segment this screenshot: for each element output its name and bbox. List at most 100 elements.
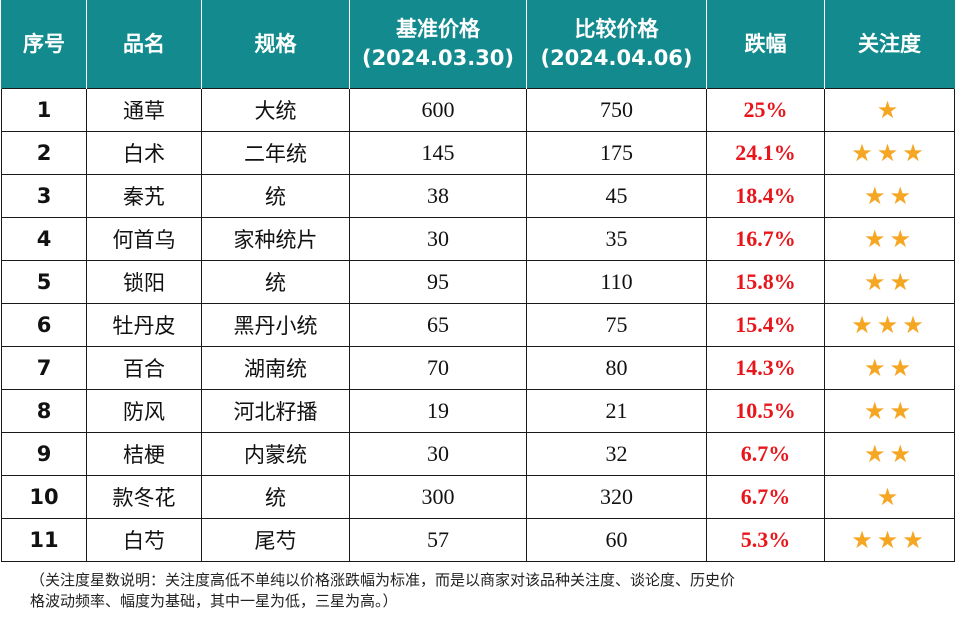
cell-drop: 5.3% [706,518,825,562]
cell-no: 6 [1,303,87,347]
header-attention: 关注度 [824,0,955,89]
table-row: 7 百合 湖南统 70 80 14.3% ★★ [1,346,955,390]
price-drop-table-container: 序号 品名 规格 基准价格 (2024.03.30) 比较价格 (2024.04… [1,0,955,562]
cell-spec: 家种统片 [201,217,350,261]
table-row: 2 白术 二年统 145 175 24.1% ★★★ [1,131,955,175]
cell-attention-stars: ★★ [824,346,955,390]
cell-name: 白术 [86,131,202,175]
header-attention-label: 关注度 [858,31,921,56]
cell-spec: 统 [201,260,350,304]
price-drop-table: 序号 品名 规格 基准价格 (2024.03.30) 比较价格 (2024.04… [1,0,955,562]
cell-base-price: 65 [349,303,527,347]
cell-compare-price: 75 [526,303,707,347]
cell-compare-price: 175 [526,131,707,175]
cell-attention-stars: ★★ [824,217,955,261]
cell-base-price: 38 [349,174,527,218]
header-row: 序号 品名 规格 基准价格 (2024.03.30) 比较价格 (2024.04… [1,0,955,89]
header-compare-price: 比较价格 (2024.04.06) [526,0,707,89]
cell-no: 5 [1,260,87,304]
cell-drop: 10.5% [706,389,825,433]
cell-spec: 统 [201,475,350,519]
header-spec-label: 规格 [254,31,297,56]
cell-drop: 18.4% [706,174,825,218]
cell-attention-stars: ★★ [824,389,955,433]
header-name: 品名 [86,0,202,89]
cell-base-price: 70 [349,346,527,390]
cell-name: 款冬花 [86,475,202,519]
cell-compare-price: 45 [526,174,707,218]
cell-attention-stars: ★ [824,475,955,519]
cell-base-price: 600 [349,88,527,132]
cell-no: 7 [1,346,87,390]
cell-spec: 河北籽播 [201,389,350,433]
table-row: 8 防风 河北籽播 19 21 10.5% ★★ [1,389,955,433]
cell-name: 通草 [86,88,202,132]
cell-attention-stars: ★★★ [824,518,955,562]
cell-drop: 24.1% [706,131,825,175]
table-row: 4 何首乌 家种统片 30 35 16.7% ★★ [1,217,955,261]
cell-no: 1 [1,88,87,132]
header-no-label: 序号 [23,31,65,56]
cell-attention-stars: ★★ [824,174,955,218]
cell-attention-stars: ★ [824,88,955,132]
cell-base-price: 300 [349,475,527,519]
cell-drop: 16.7% [706,217,825,261]
cell-drop: 25% [706,88,825,132]
cell-no: 8 [1,389,87,433]
cell-base-price: 57 [349,518,527,562]
header-name-label: 品名 [123,31,165,56]
cell-compare-price: 60 [526,518,707,562]
cell-drop: 15.8% [706,260,825,304]
cell-name: 桔梗 [86,432,202,476]
cell-no: 9 [1,432,87,476]
cell-name: 百合 [86,346,202,390]
cell-spec: 尾芍 [201,518,350,562]
cell-attention-stars: ★★★ [824,131,955,175]
cell-no: 3 [1,174,87,218]
cell-attention-stars: ★★ [824,432,955,476]
table-row: 1 通草 大统 600 750 25% ★ [1,88,955,132]
cell-attention-stars: ★★★ [824,303,955,347]
cell-no: 11 [1,518,87,562]
cell-no: 2 [1,131,87,175]
table-body: 1 通草 大统 600 750 25% ★ 2 白术 二年统 145 175 24.1% ★★★ 3 秦艽统 3… [1,88,955,562]
cell-name: 白芍 [86,518,202,562]
header-drop: 跌幅 [706,0,825,89]
cell-base-price: 95 [349,260,527,304]
cell-base-price: 30 [349,432,527,476]
table-row: 10 款冬花统 300 320 6.7% ★ [1,475,955,519]
note-line-1: （关注度星数说明：关注度高低不单纯以价格涨跌幅为标准，而是以商家对该品种关注度、… [30,571,736,589]
cell-compare-price: 110 [526,260,707,304]
table-row: 9 桔梗 内蒙统 30 32 6.7% ★★ [1,432,955,476]
header-spec: 规格 [201,0,350,89]
cell-name: 牡丹皮 [86,303,202,347]
note-line-2: 格波动频率、幅度为基础，其中一星为低，三星为高。） [30,592,398,610]
header-compare-price-date: (2024.04.06) [540,46,693,70]
cell-compare-price: 35 [526,217,707,261]
cell-spec: 大统 [201,88,350,132]
cell-compare-price: 21 [526,389,707,433]
cell-base-price: 145 [349,131,527,175]
cell-drop: 6.7% [706,475,825,519]
cell-name: 何首乌 [86,217,202,261]
table-row: 3 秦艽统 38 45 18.4% ★★ [1,174,955,218]
cell-attention-stars: ★★ [824,260,955,304]
cell-name: 锁阳 [86,260,202,304]
cell-name: 秦艽 [86,174,202,218]
table-header: 序号 品名 规格 基准价格 (2024.03.30) 比较价格 (2024.04… [1,0,955,89]
header-no: 序号 [1,0,87,89]
cell-compare-price: 750 [526,88,707,132]
cell-drop: 6.7% [706,432,825,476]
header-base-price-label: 基准价格 [396,17,480,41]
cell-name: 防风 [86,389,202,433]
cell-spec: 二年统 [201,131,350,175]
cell-drop: 14.3% [706,346,825,390]
header-base-price: 基准价格 (2024.03.30) [349,0,527,89]
cell-compare-price: 32 [526,432,707,476]
cell-base-price: 30 [349,217,527,261]
cell-spec: 黑丹小统 [201,303,350,347]
table-row: 11 白芍 尾芍 57 60 5.3% ★★★ [1,518,955,562]
header-drop-label: 跌幅 [744,31,787,56]
cell-spec: 湖南统 [201,346,350,390]
cell-no: 10 [1,475,87,519]
